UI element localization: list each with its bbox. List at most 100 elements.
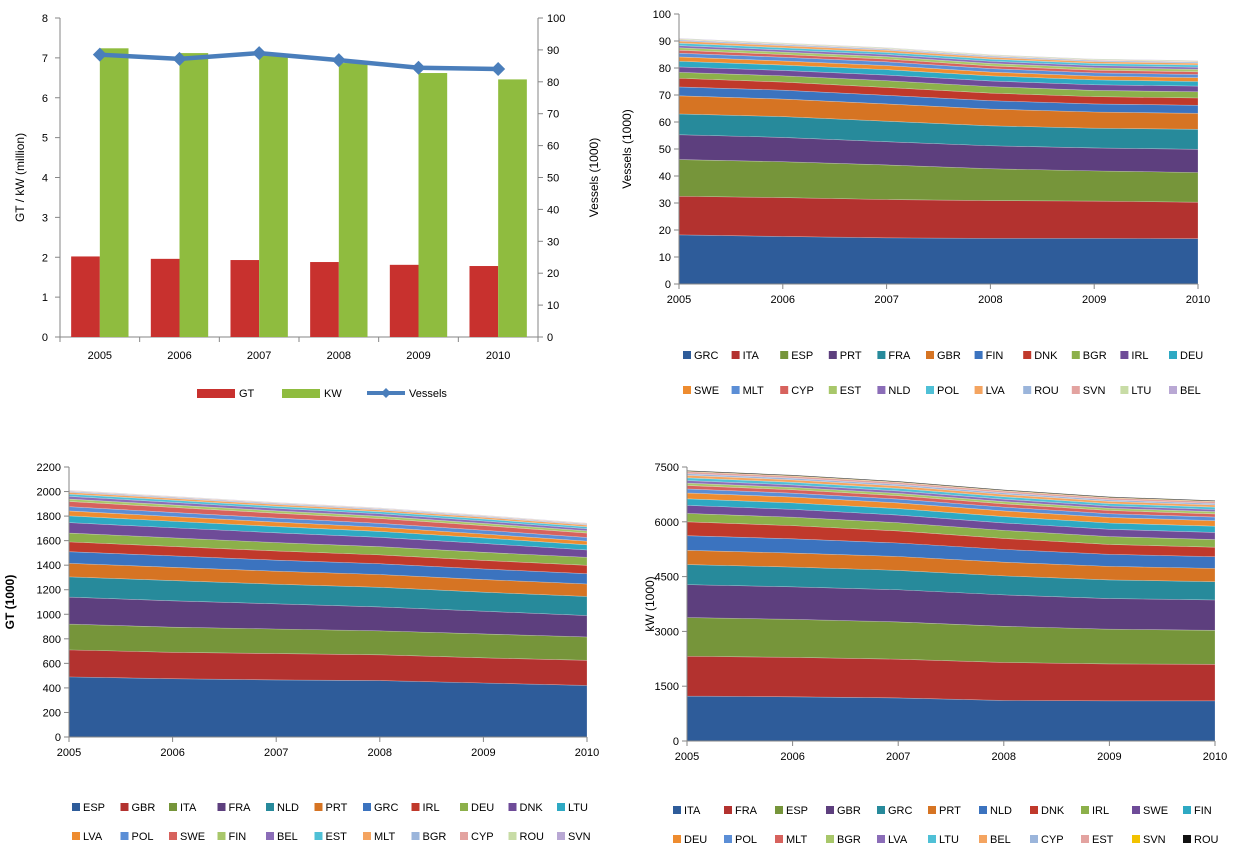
y-tick-label: 90 [659, 36, 671, 48]
bar-kw [338, 63, 368, 338]
marker-vessels [92, 47, 107, 62]
legend-label-fin: FIN [1194, 805, 1212, 817]
x-tick-label: 2005 [88, 350, 112, 362]
bar-kw [498, 79, 527, 337]
area-ita [678, 195, 1199, 239]
y2-axis-title: Vessels (1000) [587, 138, 601, 217]
legend-label-gbr: GBR [837, 805, 861, 817]
legend-swatch-gbr [926, 351, 934, 359]
y2-tick-label: 50 [547, 173, 559, 185]
legend-label-grc: GRC [374, 802, 399, 814]
legend-label-prt: PRT [326, 802, 348, 814]
bar-gt [389, 264, 419, 337]
legend-label-pol: POL [735, 834, 757, 846]
x-tick-label: 2009 [471, 747, 495, 759]
legend-swatch-grc [363, 803, 371, 811]
area-prt [686, 549, 1216, 583]
area-bgr [686, 482, 1216, 515]
legend-swatch-irl [411, 803, 420, 811]
legend-swatch-rou [1023, 386, 1032, 394]
legend-label-lva: LVA [888, 834, 908, 846]
y-tick-label: 60 [659, 117, 671, 129]
area-rou [686, 470, 1216, 502]
legend-label-dnk: DNK [520, 802, 544, 814]
legend-label-gbr: GBR [132, 802, 156, 814]
legend-swatch-svn [1132, 835, 1140, 843]
legend-label-ltu: LTU [1131, 385, 1151, 397]
legend-swatch-rou [508, 832, 517, 840]
legend-swatch-bgr [826, 835, 834, 843]
legend-label-swe: SWE [1143, 805, 1168, 817]
y-tick-label: 1000 [37, 609, 61, 621]
bar-gt [310, 262, 339, 337]
y-tick-label: 5 [42, 133, 48, 145]
legend-label-grc: GRC [888, 805, 913, 817]
legend-swatch-grc [683, 351, 691, 359]
legend-label-deu: DEU [684, 834, 707, 846]
legend-swatch-pol [120, 832, 129, 840]
area-svn [68, 489, 588, 524]
bar-gt [230, 260, 260, 337]
x-tick-label: 2010 [486, 350, 510, 362]
legend-label-gbr: GBR [937, 350, 961, 362]
legend-label-vessels: Vessels [409, 388, 447, 400]
legend-swatch-dnk [1030, 806, 1038, 814]
legend-swatch-fin [1183, 806, 1191, 814]
y2-tick-label: 30 [547, 236, 559, 248]
y2-tick-label: 90 [547, 45, 559, 57]
legend-swatch-ita [169, 803, 177, 811]
y-tick-label: 1500 [655, 681, 679, 693]
x-tick-label: 2007 [874, 294, 898, 306]
legend-swatch-fin [217, 832, 226, 840]
legend-label-fra: FRA [888, 350, 911, 362]
y-axis-title: kW (1000) [643, 576, 657, 631]
y-tick-label: 2200 [37, 462, 61, 474]
legend-label-bel: BEL [990, 834, 1011, 846]
legend-swatch-rou [1183, 835, 1191, 843]
legend-swatch-esp [72, 803, 80, 811]
area-nld [68, 576, 588, 616]
legend-swatch-gbr [826, 806, 834, 814]
y-tick-label: 600 [43, 658, 61, 670]
bar-kw [179, 53, 209, 338]
legend-swatch-svn [1071, 386, 1080, 394]
y-tick-label: 6 [42, 93, 48, 105]
y-tick-label: 0 [673, 736, 679, 748]
x-tick-label: 2008 [368, 747, 392, 759]
legend-label-bel: BEL [277, 831, 298, 843]
legend-swatch-fin [974, 351, 983, 359]
x-tick-label: 2005 [57, 747, 81, 759]
y-tick-label: 20 [659, 225, 671, 237]
legend-swatch-deu [673, 835, 681, 843]
y-tick-label: 4 [42, 173, 48, 185]
legend-swatch-mlt [363, 832, 371, 840]
y-tick-label: 10 [659, 252, 671, 264]
legend-swatch-mlt [731, 386, 740, 394]
legend-swatch-irl [1081, 806, 1089, 814]
legend-label-irl: IRL [1131, 350, 1148, 362]
x-tick-label: 2007 [886, 751, 910, 763]
legend-label-bgr: BGR [1083, 350, 1107, 362]
bar-gt [469, 266, 499, 337]
legend-label-svn: SVN [1083, 385, 1106, 397]
legend-label-irl: IRL [423, 802, 440, 814]
x-tick-label: 2009 [1082, 294, 1106, 306]
x-tick-label: 2006 [771, 294, 795, 306]
legend-swatch-lva [877, 835, 885, 843]
legend-label-ita: ITA [684, 805, 701, 817]
x-tick-label: 2005 [667, 294, 691, 306]
y-tick-label: 1600 [37, 536, 61, 548]
legend-label-pol: POL [937, 385, 959, 397]
x-tick-label: 2010 [1186, 294, 1210, 306]
legend-label-gt: GT [239, 388, 255, 400]
legend-swatch-esp [775, 806, 783, 814]
y2-tick-label: 40 [547, 204, 559, 216]
legend-swatch-dnk [508, 803, 517, 811]
legend-swatch-swe [683, 386, 691, 394]
y2-tick-label: 10 [547, 300, 559, 312]
x-tick-label: 2008 [327, 350, 351, 362]
y2-tick-label: 80 [547, 77, 559, 89]
legend-swatch-ltu [1120, 386, 1129, 394]
legend-label-esp: ESP [83, 802, 105, 814]
y-tick-label: 2 [42, 252, 48, 264]
